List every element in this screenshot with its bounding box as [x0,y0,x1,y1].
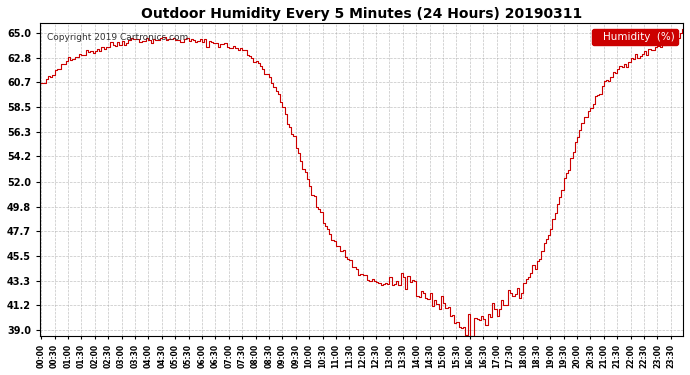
Title: Outdoor Humidity Every 5 Minutes (24 Hours) 20190311: Outdoor Humidity Every 5 Minutes (24 Hou… [141,7,582,21]
Legend: Humidity  (%): Humidity (%) [591,29,678,45]
Text: Copyright 2019 Cartronics.com: Copyright 2019 Cartronics.com [46,33,188,42]
